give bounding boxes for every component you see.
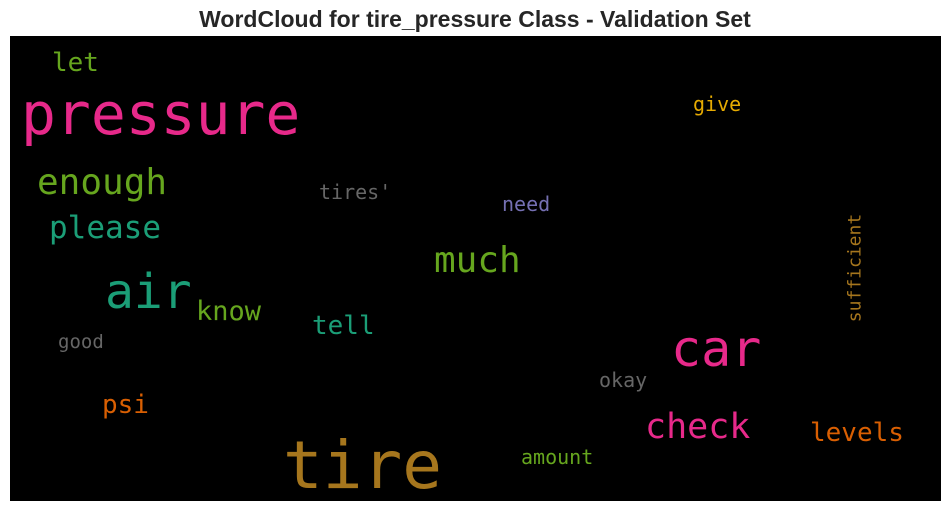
word-air: air bbox=[105, 264, 192, 320]
word-tell: tell bbox=[312, 311, 375, 341]
word-pressure: pressure bbox=[21, 80, 300, 148]
word-good: good bbox=[58, 331, 104, 353]
word-need: need bbox=[502, 192, 550, 216]
word-enough: enough bbox=[37, 162, 167, 203]
word-tires: tires' bbox=[319, 180, 391, 204]
word-much: much bbox=[434, 240, 521, 281]
word-know: know bbox=[196, 296, 262, 327]
word-okay: okay bbox=[599, 368, 647, 392]
word-levels: levels bbox=[810, 418, 904, 448]
word-check: check bbox=[645, 407, 750, 447]
wordcloud-svg: pressure tire car air much enough check please l… bbox=[21, 48, 904, 501]
word-let: let bbox=[52, 48, 99, 78]
word-give: give bbox=[693, 92, 741, 116]
word-car: car bbox=[671, 320, 761, 378]
word-tire: tire bbox=[283, 427, 442, 501]
word-please: please bbox=[49, 210, 161, 246]
word-psi: psi bbox=[102, 390, 149, 420]
wordcloud-canvas: pressure tire car air much enough check please l… bbox=[10, 36, 941, 501]
chart-title: WordCloud for tire_pressure Class - Vali… bbox=[199, 6, 751, 32]
word-amount: amount bbox=[521, 445, 593, 469]
word-sufficient: sufficient bbox=[845, 214, 866, 322]
